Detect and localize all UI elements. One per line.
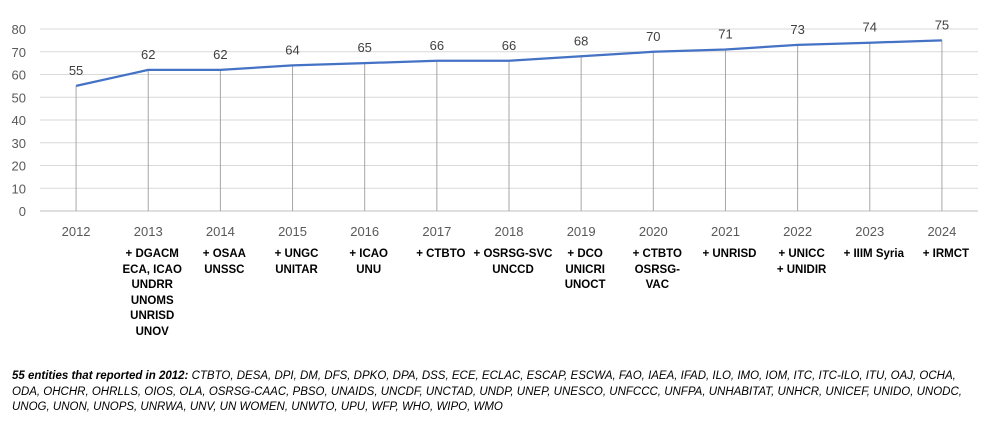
additions-column: + CTBTO [401,247,481,263]
footnote: 55 entities that reported in 2012: CTBTO… [12,369,972,416]
x-tick-label: 2021 [711,224,740,239]
series-line-path [75,39,942,87]
data-label: 70 [646,29,660,44]
x-tick-label: 2023 [855,224,884,239]
added-entity: + ICAO [349,248,389,260]
y-tick-label: 10 [12,181,26,196]
additions-column: + OSAA UNSSC [184,247,264,278]
added-entity: UNICRI [565,263,605,276]
added-entity: + UNGC [274,248,319,260]
data-label: 65 [357,40,371,55]
added-entity: UNCCD [492,263,534,276]
data-label: 74 [863,20,877,35]
added-entity: + UNICC [778,248,825,260]
y-tick-label: 40 [12,113,26,128]
y-tick-label: 50 [12,90,26,105]
y-tick-label: 30 [12,136,26,151]
y-tick-label: 60 [12,68,26,83]
x-tick-label: 2017 [422,224,451,239]
data-label: 62 [213,47,227,62]
y-tick-label: 80 [12,22,26,37]
added-entity: UNSSC [204,263,245,276]
x-tick-label: 2016 [350,224,379,239]
added-entity: VAC [645,279,670,291]
footnote-lead: 55 entities that reported in 2012: [12,370,189,382]
y-tick-label: 0 [19,204,26,219]
data-labels: 55 62 62 64 65 66 66 68 70 71 73 74 75 [69,17,949,78]
added-entity: ECA, ICAO [122,263,182,276]
x-tick-label: 2014 [206,224,235,239]
added-entity: + IRMCT [922,248,970,260]
added-entity: + OSRSG-SVC [473,248,553,260]
added-entity: UNRISD [130,310,175,322]
additions-column: + IIIM Syria [834,247,914,263]
data-label: 64 [285,42,299,57]
data-label: 75 [935,17,949,32]
additions-column: + ICAO UNU [329,247,409,278]
additions-column: + UNRISD [689,247,769,263]
additions-column: + UNICC + UNIDIR [762,247,842,278]
x-tick-label: 2020 [639,224,668,239]
data-label: 66 [502,38,516,53]
additions-column: + OSRSG-SVC UNCCD [473,247,553,278]
added-entity: + CTBTO [416,248,466,260]
drop-lines [75,40,943,211]
x-axis-ticks: 2012 2013 2014 2015 2016 2017 2018 2019 2020 2021… [62,224,957,239]
added-entity: UNOMS [130,294,174,307]
added-entity: + IIIM Syria [843,248,904,260]
additions-column: + DCO UNICRI UNOCT [545,247,625,294]
added-entity: UNOCT [564,279,606,291]
added-entity: UNITAR [275,263,318,276]
x-tick-label: 2013 [134,224,163,239]
added-entity: + DGACM [125,248,179,260]
added-entity: + DCO [567,248,603,260]
additions-column: + IRMCT [906,247,986,263]
added-entity: OSRSG- [634,263,680,276]
additions-column: + CTBTO OSRSG- VAC [617,247,697,294]
x-tick-label: 2012 [62,224,91,239]
additions-column: + UNGC UNITAR [257,247,337,278]
data-label: 66 [430,38,444,53]
x-tick-label: 2018 [495,224,524,239]
y-tick-label: 20 [12,159,26,174]
x-tick-label: 2019 [567,224,596,239]
data-label: 73 [790,22,804,37]
x-tick-label: 2022 [783,224,812,239]
x-tick-label: 2024 [927,224,956,239]
data-label: 62 [141,47,155,62]
added-entity: + UNIDIR [776,263,827,276]
additions-column: + DGACM ECA, ICAO UNDRR UNOMS UNRISD UNOV [112,247,192,340]
added-entity: + CTBTO [632,248,682,260]
footnote-text: CTBTO, DESA, DPI, DM, DFS, DPKO, DPA, DS… [12,370,962,413]
data-label: 68 [574,33,588,48]
added-entity: + UNRISD [702,248,757,260]
added-entity: UNDRR [131,279,173,291]
data-label: 71 [718,26,732,41]
series-line [75,39,942,87]
data-label: 55 [69,63,83,78]
added-entity: + OSAA [202,248,246,260]
added-entity: UNU [356,263,382,276]
x-tick-label: 2015 [278,224,307,239]
added-entity: UNOV [135,325,169,338]
y-tick-label: 70 [12,45,26,60]
y-axis-ticks: 0 10 20 30 40 50 60 70 80 [12,22,26,219]
